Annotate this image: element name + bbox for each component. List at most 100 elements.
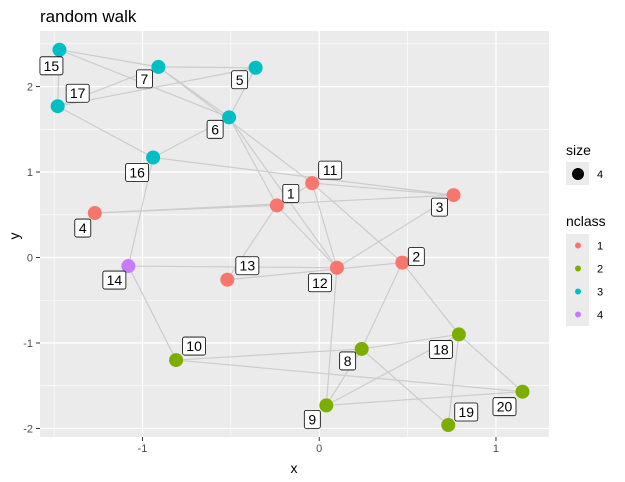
node-4 <box>87 206 102 221</box>
node-label-9: 9 <box>308 411 316 427</box>
legend-label-3: 3 <box>597 287 603 299</box>
node-8 <box>354 341 369 356</box>
edge-16-3 <box>153 156 454 196</box>
node-label-box-17 <box>65 83 90 103</box>
node-label-box-9 <box>303 409 321 429</box>
node-label-box-11 <box>318 160 343 180</box>
y-tick-label: 0 <box>27 253 33 265</box>
node-label-1: 1 <box>287 185 295 201</box>
major-gridlines <box>40 31 549 437</box>
edge-2-8 <box>361 262 403 350</box>
node-label-14: 14 <box>107 272 123 288</box>
node-label-box-7 <box>136 69 153 89</box>
y-tick-label: 2 <box>27 82 33 94</box>
node-label-box-6 <box>206 119 224 139</box>
edge-17-16 <box>57 105 154 159</box>
edge-1-12 <box>276 204 338 269</box>
legend-label-2: 2 <box>597 264 603 276</box>
node-label-box-13 <box>235 256 260 276</box>
node-label-5: 5 <box>236 72 244 88</box>
legend-key-dot-4 <box>575 311 581 318</box>
edge-12-9 <box>325 267 338 406</box>
node-5 <box>248 60 263 75</box>
node-label-box-5 <box>231 70 249 90</box>
legend-nclass-title: nclass <box>566 213 606 229</box>
x-tick-label: 0 <box>316 443 322 455</box>
node-label-13: 13 <box>240 258 256 274</box>
node-label-6: 6 <box>211 121 219 137</box>
node-label-box-2 <box>407 247 425 267</box>
y-tick-label: 1 <box>27 167 33 179</box>
edge-15-7 <box>59 49 159 68</box>
edge-7-5 <box>158 66 256 69</box>
node-label-3: 3 <box>436 199 444 215</box>
x-tick-label: 1 <box>493 443 499 455</box>
x-tick-label: -1 <box>138 443 148 455</box>
chart-title: random walk <box>40 7 137 26</box>
node-label-box-1 <box>282 183 300 203</box>
edge-8-18 <box>361 333 459 350</box>
x-axis-title: x <box>291 460 298 476</box>
node-label-box-4 <box>74 218 92 238</box>
edge-14-10 <box>127 265 177 361</box>
legend-label-4: 4 <box>597 310 603 322</box>
node-label-17: 17 <box>70 85 86 101</box>
node-label-box-10 <box>182 336 206 356</box>
node-label-7: 7 <box>141 71 149 87</box>
node-13 <box>220 272 235 287</box>
node-label-box-12 <box>308 273 332 293</box>
node-label-box-16 <box>125 163 150 182</box>
node-label-box-20 <box>492 397 517 417</box>
edge-9-20 <box>326 391 523 406</box>
node-2 <box>395 255 410 270</box>
node-label-15: 15 <box>44 58 60 74</box>
edge-11-12 <box>311 182 338 268</box>
node-7 <box>151 59 166 74</box>
node-label-box-14 <box>102 270 127 290</box>
edge-11-2 <box>311 182 403 264</box>
edge-6-1 <box>228 117 278 206</box>
edge-2-18 <box>401 262 460 335</box>
edge-8-19 <box>361 348 449 426</box>
legend-key-dot-2 <box>575 265 581 272</box>
node-1 <box>269 198 284 213</box>
y-axis: -2 -1 0 1 2 <box>23 82 40 435</box>
node-label-box-18 <box>428 340 453 359</box>
node-label-10: 10 <box>186 338 202 354</box>
node-label-box-3 <box>431 197 448 217</box>
edge-18-20 <box>458 333 523 393</box>
edge-11-3 <box>312 182 454 196</box>
edge-6-5 <box>228 67 257 118</box>
y-axis-title: y <box>6 233 22 240</box>
node-20 <box>515 384 530 399</box>
legend-label-1: 1 <box>597 241 603 253</box>
node-label-box-19 <box>454 402 479 422</box>
node-label-box-15 <box>39 56 64 76</box>
x-axis: -1 0 1 <box>138 437 499 455</box>
node-11 <box>305 176 320 191</box>
node-14 <box>121 259 136 274</box>
node-9 <box>319 398 334 413</box>
node-label-19: 19 <box>458 404 474 420</box>
legend-key-dot-3 <box>575 288 581 295</box>
y-tick-label: -1 <box>23 338 33 350</box>
legend-size-label: 4 <box>597 169 603 181</box>
edge-10-8 <box>176 348 362 361</box>
node-label-box-8 <box>339 351 357 371</box>
edge-10-20 <box>176 359 523 393</box>
node-15 <box>52 42 67 57</box>
node-17 <box>50 99 65 114</box>
legend-key-dot-1 <box>575 242 581 249</box>
y-tick-label: -2 <box>23 423 33 435</box>
node-19 <box>441 418 456 433</box>
node-label-18: 18 <box>433 341 449 357</box>
minor-gridlines <box>40 31 549 437</box>
edge-14-12 <box>128 265 337 269</box>
legend-size-dot <box>572 168 584 180</box>
node-label-20: 20 <box>497 399 513 415</box>
node-layer <box>50 42 530 433</box>
node-6 <box>222 110 237 125</box>
legend: size 4 nclass 1 2 3 4 <box>566 142 606 326</box>
